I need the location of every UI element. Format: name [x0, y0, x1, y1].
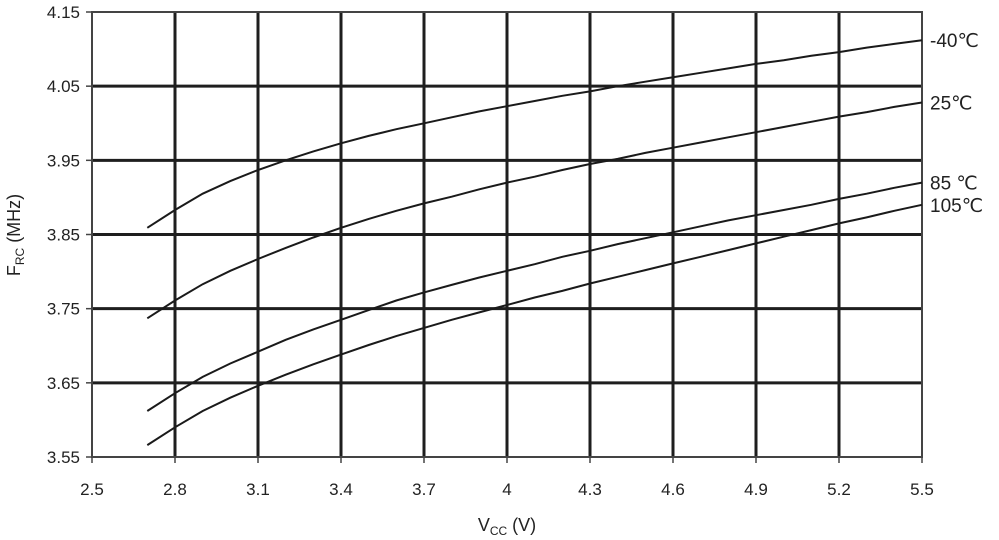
series-label: -40℃ [930, 31, 979, 52]
series-line [146, 39, 923, 229]
series-line [146, 181, 923, 412]
x-tick-label: 2.5 [80, 480, 104, 499]
y-tick-label: 3.85 [47, 226, 80, 245]
series-label: 85 ℃ [930, 174, 978, 195]
series-label: 105℃ [930, 196, 983, 217]
y-axis-title-unit: (MHz) [4, 194, 24, 248]
y-tick-label: 3.55 [47, 448, 80, 467]
x-tick-label: 3.1 [246, 480, 270, 499]
y-axis-title-main: F [4, 265, 24, 276]
x-axis-title-subscript: CC [490, 524, 508, 538]
x-tick-label: 4.6 [661, 480, 685, 499]
x-tick-label: 5.5 [910, 480, 934, 499]
x-axis-ticks: 2.5 2.8 3.1 3.4 3.7 4 4.3 4.6 4.9 5.2 5.5 [80, 457, 934, 499]
grid [92, 12, 922, 457]
x-tick-label: 2.8 [163, 480, 187, 499]
x-axis-title-main: V [478, 515, 490, 535]
series-label: 25℃ [930, 93, 972, 114]
x-tick-label: 4.9 [744, 480, 768, 499]
y-axis-title-subscript: RC [13, 247, 27, 265]
x-tick-label: 4 [502, 480, 511, 499]
y-tick-label: 3.95 [47, 151, 80, 170]
y-tick-label: 4.15 [47, 3, 80, 22]
x-tick-label: 3.7 [412, 480, 436, 499]
y-axis-ticks: 3.55 3.65 3.75 3.85 3.95 4.05 4.15 [47, 3, 92, 467]
x-axis-title: VCC (V) [478, 515, 536, 538]
x-tick-label: 5.2 [827, 480, 851, 499]
series-line [146, 101, 923, 320]
y-axis-title: FRC (MHz) [4, 194, 27, 276]
x-tick-label: 4.3 [578, 480, 602, 499]
series-lines [146, 39, 923, 446]
x-tick-label: 3.4 [329, 480, 353, 499]
y-tick-label: 3.65 [47, 374, 80, 393]
x-axis-title-unit: (V) [507, 515, 536, 535]
y-tick-label: 3.75 [47, 300, 80, 319]
y-tick-label: 4.05 [47, 77, 80, 96]
series-line [146, 203, 923, 446]
